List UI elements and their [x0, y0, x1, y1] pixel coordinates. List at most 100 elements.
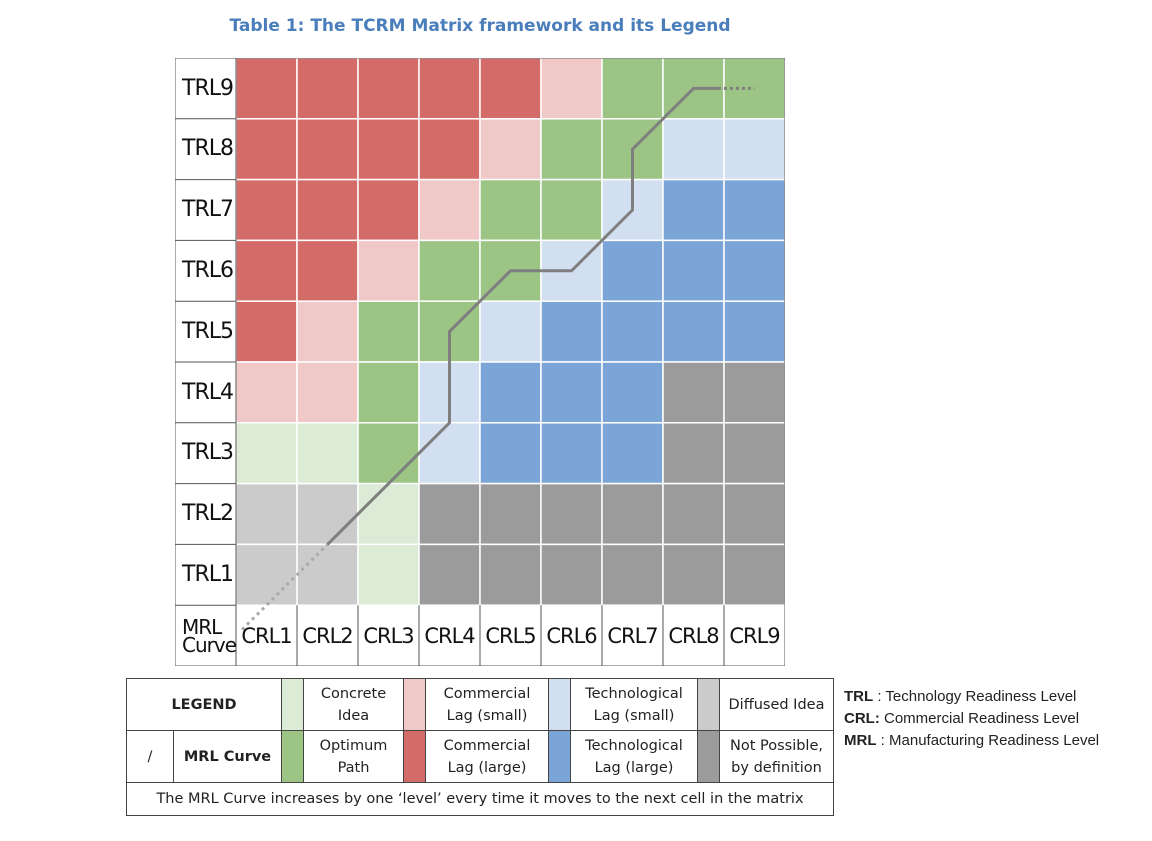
matrix-cell-trl2-crl1: [235, 482, 298, 546]
matrix-cell-trl2-crl3: [357, 482, 420, 546]
matrix-cell-trl7-crl9: [723, 178, 785, 242]
matrix-cell-trl8-crl8: [662, 118, 725, 181]
col-label-crl7: CRL7: [607, 624, 658, 648]
row-label-trl4: TRL4: [182, 379, 234, 405]
matrix-cell-trl9-crl4: [418, 58, 481, 120]
matrix-cell-trl8-crl4: [418, 118, 481, 181]
matrix-cell-trl9-crl3: [357, 58, 420, 120]
definition-mrl: MRL : Manufacturing Readiness Level: [844, 732, 1100, 749]
swatch-diffused-idea: [697, 678, 720, 731]
matrix-cell-trl3-crl2: [296, 422, 359, 485]
row-label-trl1: TRL1: [182, 561, 234, 587]
matrix-cell-trl9-crl6: [540, 58, 603, 120]
matrix-cell-trl4-crl2: [296, 361, 359, 424]
matrix-cell-trl5-crl5: [479, 300, 542, 363]
matrix-cell-trl7-crl2: [296, 178, 359, 242]
matrix-cell-trl3-crl1: [235, 422, 298, 485]
matrix-cell-trl4-crl8: [662, 361, 725, 424]
matrix-cell-trl8-crl6: [540, 118, 603, 181]
matrix-cell-trl5-crl6: [540, 300, 603, 363]
matrix-cell-trl4-crl9: [723, 361, 785, 424]
definition-crl: CRL: Commercial Readiness Level: [844, 710, 1080, 727]
matrix-cell-trl6-crl9: [723, 239, 785, 302]
matrix-cell-trl8-crl2: [296, 118, 359, 181]
legend-commercial-lag-large: Commercial Lag (large): [425, 730, 549, 783]
matrix-cell-trl7-crl6: [540, 178, 603, 242]
col-label-crl8: CRL8: [668, 624, 719, 648]
matrix-cell-trl3-crl9: [723, 422, 785, 485]
tcrm-matrix: TRL9 TRL8 TRL7 TRL6 TRL5 TRL4 TRL3 TRL2 TRL1 CRL…: [175, 58, 785, 666]
swatch-technological-lag-small: [548, 678, 571, 731]
matrix-cell-trl2-crl4: [418, 482, 481, 546]
matrix-cell-trl6-crl3: [357, 239, 420, 302]
matrix-cell-trl1-crl2: [296, 543, 359, 606]
legend-commercial-lag-small: Commercial Lag (small): [425, 678, 549, 731]
legend-diffused-idea: Diffused Idea: [719, 678, 834, 731]
matrix-cell-trl8-crl5: [479, 118, 542, 181]
mrl-curve-dotted-start: [241, 543, 329, 631]
matrix-cell-trl6-crl2: [296, 239, 359, 302]
matrix-cell-trl2-crl2: [296, 482, 359, 546]
matrix-cell-trl1-crl9: [723, 543, 785, 606]
legend-header: LEGEND: [126, 678, 282, 731]
matrix-cell-trl1-crl4: [418, 543, 481, 606]
matrix-cell-trl2-crl8: [662, 482, 725, 546]
row-label-trl7: TRL7: [182, 197, 234, 223]
legend-optimum-path: Optimum Path: [303, 730, 404, 783]
col-label-crl6: CRL6: [546, 624, 597, 648]
swatch-commercial-lag-large: [403, 730, 426, 783]
definition-trl: TRL : Technology Readiness Level: [844, 688, 1077, 705]
matrix-cell-trl9-crl7: [601, 58, 664, 120]
legend-technological-lag-small: Technological Lag (small): [570, 678, 698, 731]
matrix-cell-trl9-crl1: [235, 58, 298, 120]
row-label-trl3: TRL3: [182, 440, 234, 466]
matrix-cell-trl2-crl5: [479, 482, 542, 546]
matrix-cell-trl7-crl8: [662, 178, 725, 242]
matrix-cell-trl5-crl9: [723, 300, 785, 363]
col-label-crl4: CRL4: [424, 624, 475, 648]
matrix-cell-trl2-crl7: [601, 482, 664, 546]
corner-line2: Curve: [182, 633, 237, 657]
matrix-cell-trl8-crl3: [357, 118, 420, 181]
legend-mrl-curve: MRL Curve: [173, 730, 282, 783]
matrix-cell-trl7-crl1: [235, 178, 298, 242]
matrix-cell-trl1-crl1: [235, 543, 298, 606]
swatch-technological-lag-large: [548, 730, 571, 783]
matrix-cell-trl5-crl2: [296, 300, 359, 363]
matrix-cell-trl5-crl1: [235, 300, 298, 363]
mrl-curve-corner-label: MRL Curve: [175, 606, 237, 666]
legend-not-possible: Not Possible, by definition: [719, 730, 834, 783]
matrix-cell-trl1-crl6: [540, 543, 603, 606]
matrix-cell-trl3-crl6: [540, 422, 603, 485]
matrix-cell-trl6-crl8: [662, 239, 725, 302]
swatch-not-possible: [697, 730, 720, 783]
col-label-crl5: CRL5: [485, 624, 536, 648]
matrix-cell-trl2-crl9: [723, 482, 785, 546]
matrix-cell-trl1-crl8: [662, 543, 725, 606]
matrix-cell-trl5-crl7: [601, 300, 664, 363]
matrix-cell-trl4-crl1: [235, 361, 298, 424]
matrix-cell-trl5-crl3: [357, 300, 420, 363]
col-label-crl3: CRL3: [363, 624, 414, 648]
legend-slash: /: [126, 730, 174, 783]
matrix-cell-trl4-crl7: [601, 361, 664, 424]
matrix-cell-trl3-crl4: [418, 422, 481, 485]
matrix-cell-trl1-crl5: [479, 543, 542, 606]
matrix-cell-trl8-crl9: [723, 118, 785, 181]
matrix-cell-trl5-crl8: [662, 300, 725, 363]
matrix-cell-trl4-crl6: [540, 361, 603, 424]
matrix-cell-trl3-crl8: [662, 422, 725, 485]
matrix-cell-trl3-crl3: [357, 422, 420, 485]
swatch-optimum-path: [281, 730, 304, 783]
matrix-cell-trl6-crl4: [418, 239, 481, 302]
matrix-cell-trl4-crl3: [357, 361, 420, 424]
definitions: TRL : Technology Readiness Level CRL: Co…: [844, 686, 1099, 752]
row-label-trl5: TRL5: [182, 318, 234, 344]
matrix-cell-trl7-crl3: [357, 178, 420, 242]
corner-line1: MRL: [182, 615, 222, 639]
matrix-cell-trl1-crl3: [357, 543, 420, 606]
row-label-trl9: TRL9: [182, 75, 234, 101]
swatch-concrete-idea: [281, 678, 304, 731]
matrix-cell-trl4-crl5: [479, 361, 542, 424]
matrix-grid: [175, 58, 785, 666]
